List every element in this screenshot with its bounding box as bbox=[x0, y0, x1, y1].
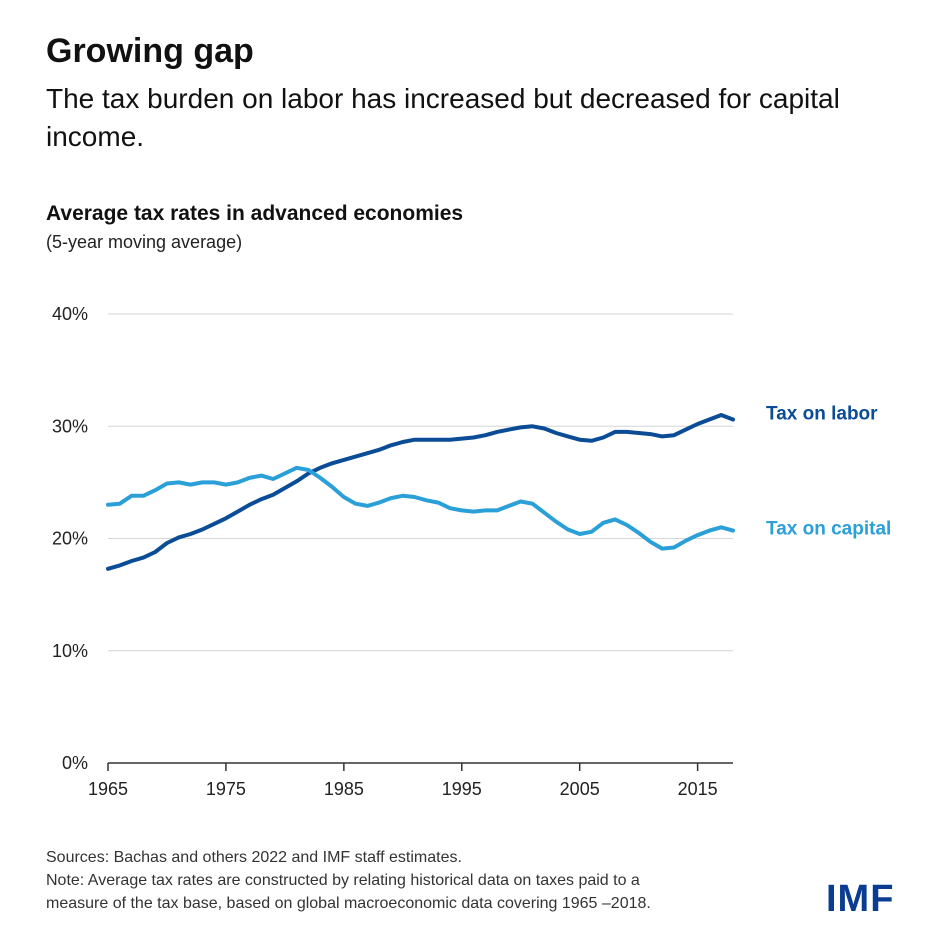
tax-on-labor-line bbox=[106, 413, 735, 571]
y-tick-label: 40% bbox=[52, 304, 88, 324]
sources-text: Sources: Bachas and others 2022 and IMF … bbox=[46, 849, 462, 866]
note-line-1: Note: Average tax rates are constructed … bbox=[46, 872, 640, 889]
x-tick-label: 1965 bbox=[88, 779, 128, 799]
x-tick-label: 1995 bbox=[442, 779, 482, 799]
x-tick-label: 2005 bbox=[560, 779, 600, 799]
tax-on-labor-legend-label: Tax on labor bbox=[766, 404, 878, 425]
x-tick-label: 2015 bbox=[678, 779, 718, 799]
imf-logo: IMF bbox=[826, 878, 895, 920]
chart-subtitle: (5-year moving average) bbox=[46, 232, 243, 252]
y-tick-label: 10% bbox=[52, 641, 88, 661]
chart-subheadline: The tax burden on labor has increased bu… bbox=[46, 83, 840, 152]
y-tick-label: 30% bbox=[52, 416, 88, 436]
chart-title: Average tax rates in advanced economies bbox=[46, 202, 464, 225]
note-line-2: measure of the tax base, based on global… bbox=[46, 895, 651, 912]
x-tick-label: 1975 bbox=[206, 779, 246, 799]
tax-on-capital-legend-label: Tax on capital bbox=[766, 519, 891, 540]
tax-on-capital-line bbox=[106, 465, 735, 551]
y-tick-label: 20% bbox=[52, 529, 88, 549]
y-tick-label: 0% bbox=[62, 753, 88, 773]
x-tick-label: 1985 bbox=[324, 779, 364, 799]
chart-headline: Growing gap bbox=[46, 32, 254, 70]
